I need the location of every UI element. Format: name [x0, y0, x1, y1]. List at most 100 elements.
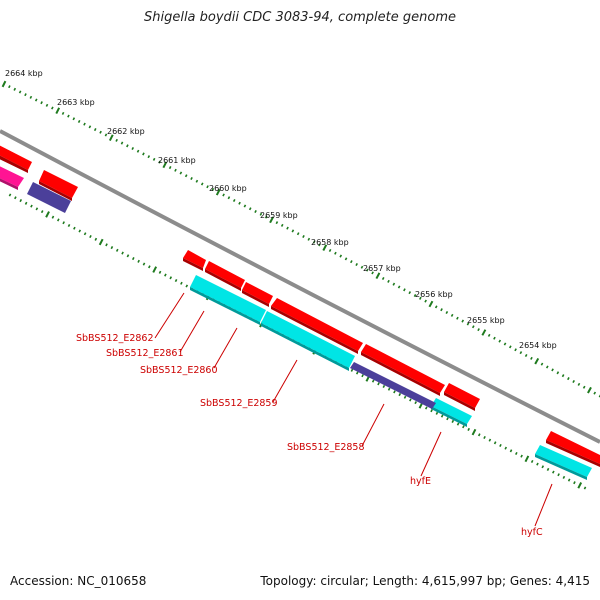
- major-tick: [108, 134, 114, 141]
- minor-tick: [504, 446, 508, 450]
- tick-labels: 2664 kbp 2663 kbp 2662 kbp 2661 kbp 2660…: [5, 69, 557, 350]
- gene-feature[interactable]: [431, 398, 472, 427]
- minor-tick: [136, 149, 140, 153]
- gene-label[interactable]: hyfC: [521, 527, 543, 538]
- minor-tick: [115, 138, 118, 142]
- minor-tick: [24, 93, 27, 97]
- rna-feature[interactable]: [27, 182, 71, 213]
- outer-tick-ring: [1, 80, 600, 398]
- minor-tick: [381, 277, 385, 281]
- minor-tick: [371, 379, 375, 383]
- tick-label-2654: 2654 kbp: [519, 341, 557, 350]
- major-tick: [534, 357, 540, 365]
- minor-tick: [540, 362, 544, 366]
- minor-tick: [222, 193, 225, 197]
- minor-tick: [557, 473, 560, 477]
- major-tick: [322, 244, 328, 251]
- gene-feature[interactable]: [183, 250, 206, 271]
- minor-tick: [530, 459, 534, 463]
- minor-tick: [94, 237, 98, 241]
- minor-tick: [572, 379, 575, 383]
- gene-label[interactable]: SbBS512_E2860: [140, 365, 218, 376]
- minor-tick: [398, 393, 402, 397]
- gene-feature[interactable]: [205, 261, 245, 291]
- gene-label[interactable]: hyfE: [410, 476, 431, 487]
- minor-tick: [248, 207, 252, 211]
- gene-feature[interactable]: [361, 344, 445, 396]
- major-tick: [577, 482, 583, 489]
- major-tick: [375, 272, 381, 280]
- minor-tick: [51, 106, 54, 110]
- minor-tick: [195, 179, 199, 183]
- minor-tick: [206, 185, 209, 189]
- minor-tick: [567, 478, 571, 482]
- minor-tick: [126, 144, 129, 148]
- minor-tick: [88, 125, 92, 129]
- gene-feature[interactable]: [535, 445, 592, 480]
- minor-tick: [232, 198, 236, 202]
- minor-tick: [158, 270, 162, 274]
- minor-tick: [318, 243, 321, 247]
- minor-tick: [243, 204, 247, 208]
- minor-tick: [573, 481, 576, 485]
- minor-tick: [350, 368, 354, 372]
- minor-tick: [440, 414, 444, 418]
- gene-feature[interactable]: [546, 431, 600, 467]
- gene-feature[interactable]: [0, 143, 32, 173]
- minor-tick: [520, 454, 523, 458]
- gene-feature[interactable]: [271, 298, 363, 354]
- minor-tick: [73, 226, 76, 230]
- minor-tick: [419, 296, 422, 300]
- minor-tick: [34, 98, 38, 102]
- minor-tick: [185, 284, 189, 288]
- major-tick: [55, 107, 61, 115]
- gene-feature[interactable]: [444, 383, 480, 411]
- rna-feature[interactable]: [350, 362, 436, 409]
- minor-tick: [121, 251, 124, 255]
- gene-labels: SbBS512_E2862 SbBS512_E2861 SbBS512_E286…: [76, 333, 543, 538]
- gene-label[interactable]: SbBS512_E2861: [106, 348, 184, 359]
- tick-label-2662: 2662 kbp: [107, 127, 145, 136]
- major-tick: [152, 266, 158, 273]
- minor-tick: [371, 271, 374, 275]
- major-tick: [481, 329, 487, 336]
- minor-tick: [503, 342, 507, 346]
- minor-tick: [536, 462, 539, 466]
- minor-tick: [477, 328, 480, 332]
- gene-feature[interactable]: [261, 311, 355, 371]
- genome-backbone: [0, 129, 600, 444]
- forward-strand-genes: [0, 143, 600, 467]
- gene-label[interactable]: SbBS512_E2858: [287, 442, 365, 453]
- minor-tick: [577, 382, 581, 386]
- gene-feature[interactable]: [190, 275, 266, 325]
- other-feature[interactable]: [0, 164, 24, 190]
- minor-tick: [83, 232, 87, 236]
- tick-label-2659: 2659 kbp: [260, 211, 298, 220]
- minor-tick: [62, 221, 65, 225]
- gene-feature[interactable]: [39, 170, 78, 201]
- minor-tick: [552, 470, 555, 474]
- major-tick: [587, 386, 592, 394]
- minor-tick: [467, 427, 470, 431]
- tick-label-2656: 2656 kbp: [415, 290, 453, 299]
- minor-tick: [14, 196, 17, 200]
- minor-tick: [45, 103, 49, 107]
- minor-tick: [377, 382, 380, 386]
- minor-tick: [30, 204, 33, 208]
- minor-tick: [307, 237, 311, 241]
- minor-tick: [168, 166, 172, 170]
- major-tick: [98, 238, 104, 246]
- major-tick: [524, 455, 530, 463]
- minor-tick: [530, 356, 533, 360]
- gene-feature[interactable]: [242, 282, 273, 307]
- minor-tick: [477, 433, 481, 437]
- gene-label[interactable]: SbBS512_E2862: [76, 333, 154, 344]
- minor-tick: [291, 229, 295, 233]
- minor-tick: [456, 422, 460, 426]
- reverse-strand-genes: [190, 275, 592, 480]
- minor-tick: [435, 411, 439, 415]
- minor-tick: [360, 265, 364, 269]
- gene-label[interactable]: SbBS512_E2859: [200, 398, 278, 409]
- minor-tick: [361, 374, 364, 378]
